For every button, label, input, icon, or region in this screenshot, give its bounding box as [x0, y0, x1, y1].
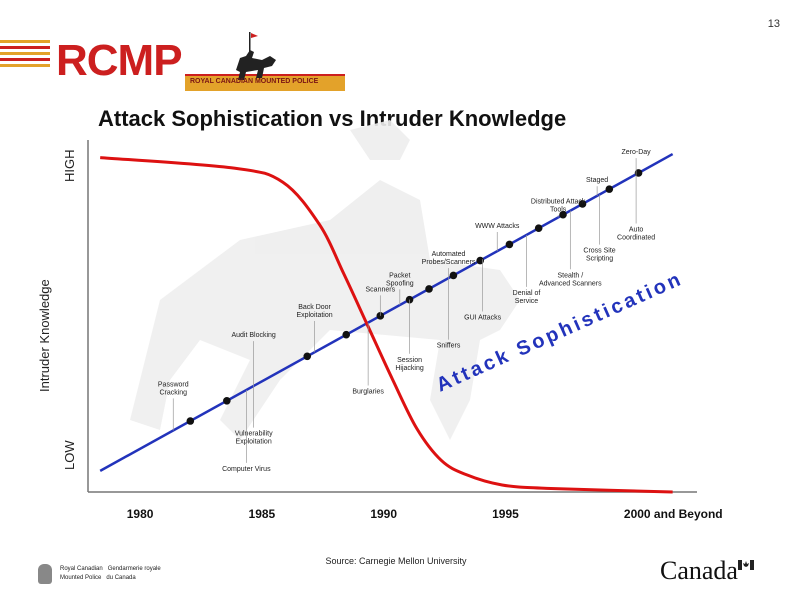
x-tick-label: 1995: [492, 507, 519, 521]
milestone-dot: [476, 256, 484, 265]
y-axis-label: Intruder Knowledge: [37, 279, 52, 392]
annotation-label: Staged: [586, 177, 608, 184]
x-tick-label: 2000 and Beyond: [624, 507, 723, 521]
annotation-label: Advanced Scanners: [539, 280, 602, 287]
annotation-label: Password: [158, 381, 189, 388]
milestone-dot: [342, 330, 351, 339]
annotation-label: Cracking: [159, 389, 187, 396]
intruder-knowledge-curve: [100, 156, 673, 494]
annotation-label: Back Door: [298, 304, 331, 311]
annotation-label: Vulnerability: [235, 431, 273, 438]
milestone-dot: [303, 352, 312, 361]
annotation-label: WWW Attacks: [475, 223, 520, 230]
footer-line-1: Royal Canadian Gendarmerie royale: [60, 566, 161, 572]
attack-sophistication-line: [99, 152, 674, 472]
annotation-label: Session: [397, 357, 422, 364]
annotation-label: Spoofing: [386, 280, 414, 287]
source-note: Source: Carnegie Mellon University: [325, 556, 467, 566]
annotation-label: Computer Virus: [222, 466, 271, 473]
milestone-dot: [534, 224, 543, 233]
canada-wordmark: Canada: [660, 556, 738, 585]
milestone-dot: [223, 396, 231, 405]
canada-flag-icon: [738, 560, 754, 570]
annotation-label: Cross Site: [583, 248, 615, 255]
y-axis-low-label: LOW: [62, 440, 77, 470]
milestone-dot: [578, 200, 587, 208]
y-axis-high-label: HIGH: [62, 150, 77, 183]
annotation-label: Burglaries: [352, 388, 384, 395]
annotation-label: GUI Attacks: [464, 315, 501, 322]
page-number: 13: [767, 18, 780, 30]
annotation-label: Zero-Day: [622, 149, 652, 156]
annotation-label: Auto: [629, 227, 644, 234]
milestone-dot: [605, 185, 614, 193]
x-tick-label: 1985: [249, 507, 276, 521]
milestone-dot: [449, 271, 458, 280]
rcmp-header-logo: [0, 32, 345, 91]
annotation-label: Probes/Scanners: [422, 259, 476, 266]
annotation-label: Scanners: [366, 286, 396, 293]
mountie-icon: [236, 32, 276, 80]
annotation-label: Denial of: [513, 290, 541, 297]
logo-subtitle: ROYAL CANADIAN MOUNTED POLICE: [190, 78, 319, 85]
chart-title: Attack Sophistication vs Intruder Knowle…: [98, 106, 567, 131]
annotation-label: Exploitation: [296, 312, 332, 319]
footer-line-2: Mounted Police du Canada: [60, 575, 136, 581]
milestone-dot: [634, 169, 643, 177]
annotation-label: Automated: [432, 251, 466, 258]
annotation-label: Audit Blocking: [231, 332, 275, 339]
annotation-label: Exploitation: [236, 439, 272, 446]
milestone-dot: [505, 240, 514, 249]
footer-rcmp-signature: Royal Canadian Gendarmerie royale Mounte…: [38, 562, 188, 588]
watermark-horse-icon: [130, 120, 520, 440]
crest-icon: [38, 564, 52, 584]
milestone-dot: [186, 417, 195, 425]
annotation-label: Scripting: [586, 256, 613, 263]
annotation-label: Tools: [550, 206, 567, 213]
annotation-label: Packet: [389, 272, 410, 279]
x-tick-label: 1980: [127, 507, 154, 521]
annotation-label: Coordinated: [617, 235, 655, 242]
annotation-label: Stealth /: [557, 272, 583, 279]
x-tick-label: 1990: [370, 507, 397, 521]
milestone-dot: [559, 210, 567, 219]
annotation-label: Service: [515, 298, 538, 305]
annotation-label: Hijacking: [395, 365, 424, 372]
logo-wordmark: RCMP: [56, 36, 183, 85]
milestone-dot: [425, 285, 433, 293]
annotation-label: Sniffers: [437, 343, 461, 350]
annotation-label: Distributed Attack: [531, 198, 586, 205]
